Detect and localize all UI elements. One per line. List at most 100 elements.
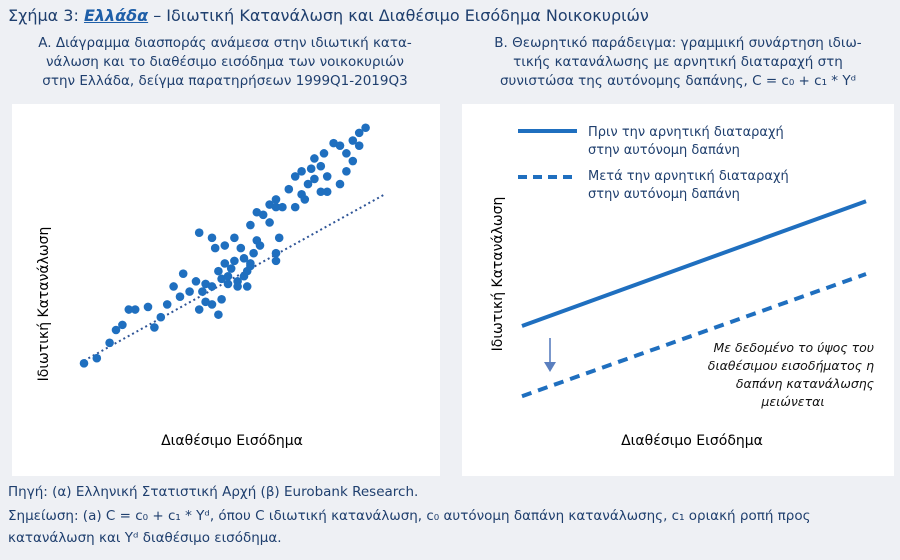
scatter-point xyxy=(207,233,217,243)
scatter-point xyxy=(310,174,319,184)
scatter-point xyxy=(335,179,345,189)
x-axis-label: Διαθέσιμο Εισόδημα xyxy=(621,433,763,449)
scatter-point xyxy=(271,248,281,258)
scatter-point xyxy=(322,172,332,181)
scatter-point xyxy=(354,128,364,138)
scatter-point xyxy=(223,279,233,289)
scatter-point xyxy=(143,302,153,312)
source-note: Πηγή: (α) Ελληνική Στατιστική Αρχή (β) E… xyxy=(8,484,419,500)
scatter-point xyxy=(185,287,194,296)
panel-b-subtitle-line-2: τικής κατανάλωσης με αρνητική διαταραχή … xyxy=(513,54,843,70)
scatter-point xyxy=(303,179,313,189)
note-line-1: Σημείωση: (a) C = c₀ + c₁ * Yᵈ, όπου C ι… xyxy=(8,508,811,524)
scatter-point xyxy=(348,156,358,166)
y-axis-label: Ιδιωτική Κατανάλωση xyxy=(490,197,506,352)
scatter-point xyxy=(297,166,306,176)
scatter-point xyxy=(265,218,274,227)
scatter-point xyxy=(214,310,223,319)
scatter-point xyxy=(278,202,287,212)
panel-b-subtitle: B. Θεωρητικό παράδειγμα: γραμμική συνάρτ… xyxy=(462,34,894,91)
scatter-point xyxy=(290,202,300,212)
line-chart-panel: Πριν την αρνητική διαταραχή στην αυτόνομ… xyxy=(462,104,894,476)
legend-item-after: Μετά την αρνητική διαταραχή στην αυτόνομ… xyxy=(588,169,793,202)
scatter-point xyxy=(271,202,281,212)
scatter-point xyxy=(316,161,326,171)
series-line-after xyxy=(521,272,867,399)
scatter-point xyxy=(105,338,114,348)
scatter-point xyxy=(322,187,332,197)
note-line-2: κατανάλωση και Yᵈ διαθέσιμο εισόδημα. xyxy=(8,530,282,546)
scatter-point xyxy=(214,266,223,276)
scatter-point xyxy=(217,294,226,304)
scatter-point xyxy=(249,248,258,258)
scatter-point xyxy=(175,292,185,302)
panel-b-subtitle-line-1: B. Θεωρητικό παράδειγμα: γραμμική συνάρτ… xyxy=(494,35,862,51)
scatter-point xyxy=(156,312,166,322)
scatter-point xyxy=(242,282,252,291)
scatter-chart-panel: Ιδιωτική Κατανάλωση Διαθέσιμο Εισόδημα xyxy=(12,104,440,476)
scatter-point xyxy=(246,259,255,268)
trendline xyxy=(83,193,386,362)
scatter-point xyxy=(306,164,316,174)
scatter-point xyxy=(162,300,172,309)
scatter-point xyxy=(230,233,239,243)
scatter-point xyxy=(300,195,310,204)
scatter-point xyxy=(342,149,351,158)
scatter-point xyxy=(92,353,102,363)
scatter-point xyxy=(284,184,294,194)
y-axis-label: Ιδιωτική Κατανάλωση xyxy=(36,227,52,382)
scatter-point xyxy=(319,149,329,158)
scatter-point xyxy=(194,228,204,238)
scatter-point xyxy=(111,325,121,335)
shift-arrow xyxy=(544,338,556,372)
panel-a-subtitle-line-1: A. Διάγραμμα διασποράς ανάμεσα στην ιδιω… xyxy=(38,35,412,51)
scatter-point xyxy=(236,243,246,253)
series-line-before xyxy=(521,199,867,328)
scatter-point xyxy=(201,297,210,307)
scatter-point xyxy=(210,243,220,253)
scatter-point xyxy=(316,187,326,197)
scatter-point xyxy=(118,320,127,330)
line-chart: Πριν την αρνητική διαταραχή στην αυτόνομ… xyxy=(490,125,878,449)
scatter-point xyxy=(79,358,89,368)
scatter-point xyxy=(274,233,284,243)
scatter-point xyxy=(220,259,230,268)
scatter-point xyxy=(290,172,300,181)
scatter-point xyxy=(252,207,262,217)
points-group xyxy=(79,123,370,368)
scatter-point xyxy=(255,241,265,250)
scatter-point xyxy=(342,166,351,176)
figure-title-rest: – Ιδιωτική Κατανάλωση και Διαθέσιμο Εισό… xyxy=(148,6,649,25)
scatter-point xyxy=(169,282,178,291)
scatter-point xyxy=(335,141,345,150)
scatter-point xyxy=(348,136,358,145)
panel-b-subtitle-line-3: συνιστώσα της αυτόνομης δαπάνης, C = c₀ … xyxy=(499,73,857,89)
scatter-point xyxy=(194,305,204,314)
scatter-point xyxy=(233,282,242,291)
scatter-point xyxy=(207,282,217,291)
annotation: Με δεδομένο το ύψος του διαθέσιμου εισοδ… xyxy=(708,340,878,409)
figure-title-country: Ελλάδα xyxy=(83,6,149,25)
scatter-point xyxy=(124,305,134,314)
lines-group xyxy=(521,199,867,399)
scatter-point xyxy=(198,287,207,296)
scatter-point xyxy=(223,271,233,281)
scatter-point xyxy=(271,256,281,266)
scatter-point xyxy=(230,256,239,266)
scatter-point xyxy=(239,254,249,263)
scatter-point xyxy=(361,123,370,133)
x-axis-label: Διαθέσιμο Εισόδημα xyxy=(161,433,303,449)
trendline-group xyxy=(83,193,386,362)
figure-title-prefix: Σχήμα 3: xyxy=(8,6,84,25)
scatter-chart: Ιδιωτική Κατανάλωση Διαθέσιμο Εισόδημα xyxy=(36,123,386,449)
scatter-point xyxy=(191,277,201,286)
scatter-point xyxy=(271,195,281,204)
scatter-point xyxy=(246,220,255,230)
scatter-point xyxy=(310,154,319,163)
panel-a-subtitle-line-2: νάλωση και το διαθέσιμο εισόδημα των νοι… xyxy=(46,54,404,70)
legend: Πριν την αρνητική διαταραχή στην αυτόνομ… xyxy=(518,125,793,202)
figure-title: Σχήμα 3: Ελλάδα – Ιδιωτική Κατανάλωση κα… xyxy=(8,6,649,25)
scatter-point xyxy=(354,141,364,150)
legend-item-before: Πριν την αρνητική διαταραχή στην αυτόνομ… xyxy=(588,125,788,158)
scatter-point xyxy=(226,264,236,273)
